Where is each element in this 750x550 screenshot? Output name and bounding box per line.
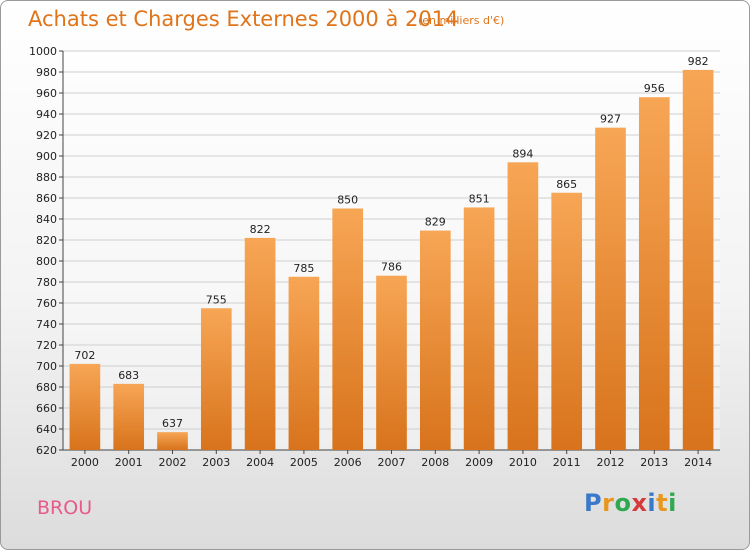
- logo-letter: r: [602, 489, 615, 517]
- data-label: 637: [162, 417, 183, 430]
- y-tick-label: 720: [36, 339, 57, 352]
- x-tick-label: 2009: [465, 456, 493, 469]
- data-label: 683: [118, 369, 139, 382]
- y-tick-label: 880: [36, 171, 57, 184]
- y-tick-label: 940: [36, 108, 57, 121]
- y-tick-label: 960: [36, 87, 57, 100]
- y-tick-label: 760: [36, 297, 57, 310]
- logo-letter: o: [614, 489, 632, 517]
- logo-letter: i: [668, 489, 677, 517]
- x-tick-label: 2000: [71, 456, 99, 469]
- x-tick-label: 2006: [334, 456, 362, 469]
- logo-letter: P: [584, 489, 603, 517]
- data-label: 785: [293, 262, 314, 275]
- bar: [595, 127, 626, 451]
- x-tick-label: 2003: [202, 456, 230, 469]
- y-tick-label: 780: [36, 276, 57, 289]
- bar: [288, 276, 320, 450]
- bar: [682, 69, 714, 451]
- y-tick-label: 860: [36, 192, 57, 205]
- y-tick-label: 620: [36, 444, 57, 457]
- bars: [69, 69, 714, 451]
- y-tick-label: 680: [36, 381, 57, 394]
- logo-letter: x: [631, 489, 648, 517]
- data-label: 982: [688, 55, 709, 68]
- y-tick-label: 740: [36, 318, 57, 331]
- bar: [200, 308, 232, 450]
- bar: [376, 275, 407, 450]
- y-tick-label: 920: [36, 129, 57, 142]
- bar: [507, 162, 539, 451]
- bar: [551, 192, 583, 450]
- x-tick-label: 2005: [290, 456, 318, 469]
- data-label: 822: [250, 223, 271, 236]
- data-label: 956: [644, 82, 665, 95]
- y-tick-label: 640: [36, 423, 57, 436]
- x-tick-label: 2001: [115, 456, 143, 469]
- value-labels: 702 683 637 755 822 785 850 786 829 851 894 865 927 9…: [74, 55, 708, 430]
- data-label: 927: [600, 113, 621, 126]
- x-tick-label: 2007: [378, 456, 406, 469]
- bar: [69, 363, 101, 450]
- x-tick-label: 2008: [421, 456, 449, 469]
- logo-letter: t: [656, 489, 669, 517]
- commune-name: BROU: [37, 497, 93, 519]
- chart-title: Achats et Charges Externes 2000 à 2014: [28, 7, 459, 31]
- data-label: 829: [425, 216, 446, 229]
- x-tick-label: 2002: [159, 456, 187, 469]
- data-label: 755: [206, 293, 227, 306]
- y-tick-label: 700: [36, 360, 57, 373]
- bar: [113, 383, 145, 450]
- bar: [332, 208, 364, 450]
- data-label: 894: [512, 147, 533, 160]
- bar: [419, 230, 451, 450]
- data-label: 851: [469, 192, 490, 205]
- proxiti-logo: Proxiti: [584, 489, 677, 517]
- x-tick-label: 2014: [684, 456, 712, 469]
- y-tick-label: 900: [36, 150, 57, 163]
- logo-letter: i: [647, 489, 657, 517]
- bar: [244, 237, 276, 450]
- x-tick-label: 2011: [553, 456, 581, 469]
- bar: [157, 432, 188, 450]
- data-label: 702: [74, 349, 95, 362]
- chart-subtitle: (en milliers d'€): [418, 14, 505, 27]
- y-tick-label: 1000: [29, 45, 57, 58]
- data-label: 865: [556, 178, 577, 191]
- x-tick-label: 2013: [640, 456, 668, 469]
- axes: 620 640 660 680 700 720 740 760 780 800 820 840 860 8…: [29, 45, 720, 469]
- data-label: 850: [337, 194, 358, 207]
- y-tick-label: 800: [36, 255, 57, 268]
- x-tick-label: 2004: [246, 456, 274, 469]
- y-tick-label: 980: [36, 66, 57, 79]
- bar: [638, 97, 670, 450]
- y-tick-label: 660: [36, 402, 57, 415]
- data-label: 786: [381, 261, 402, 274]
- x-tick-label: 2012: [597, 456, 625, 469]
- bar: [463, 207, 495, 450]
- y-tick-label: 820: [36, 234, 57, 247]
- y-tick-label: 840: [36, 213, 57, 226]
- x-tick-label: 2010: [509, 456, 537, 469]
